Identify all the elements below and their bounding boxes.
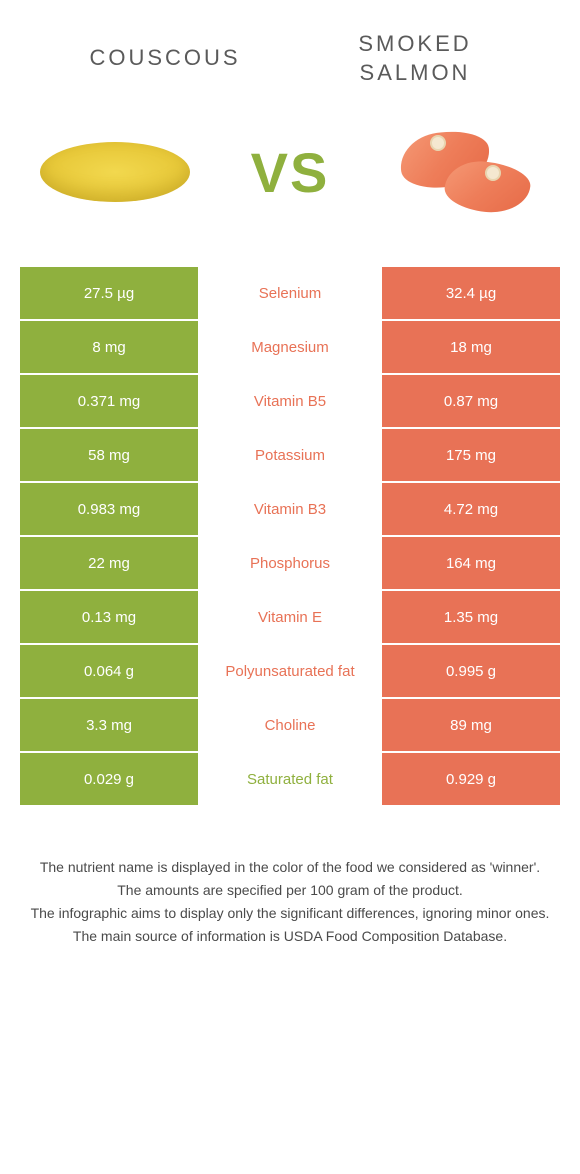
footer-notes: The nutrient name is displayed in the co… <box>0 807 580 989</box>
cell-left-value: 22 mg <box>20 537 200 591</box>
header-right: SMOKED SALMON <box>290 30 540 87</box>
cell-nutrient-name: Vitamin B3 <box>200 483 380 537</box>
cell-right-value: 89 mg <box>380 699 560 753</box>
cell-left-value: 8 mg <box>20 321 200 375</box>
cell-right-value: 0.87 mg <box>380 375 560 429</box>
salmon-icon <box>390 127 540 217</box>
cell-right-value: 0.995 g <box>380 645 560 699</box>
table-row: 22 mgPhosphorus164 mg <box>20 537 560 591</box>
cell-right-value: 18 mg <box>380 321 560 375</box>
table-row: 8 mgMagnesium18 mg <box>20 321 560 375</box>
cell-right-value: 4.72 mg <box>380 483 560 537</box>
cell-left-value: 0.371 mg <box>20 375 200 429</box>
cell-nutrient-name: Vitamin E <box>200 591 380 645</box>
table-row: 58 mgPotassium175 mg <box>20 429 560 483</box>
food-image-right <box>380 117 550 227</box>
cell-right-value: 1.35 mg <box>380 591 560 645</box>
cell-left-value: 58 mg <box>20 429 200 483</box>
footer-line: The infographic aims to display only the… <box>30 903 550 924</box>
table-row: 0.064 gPolyunsaturated fat0.995 g <box>20 645 560 699</box>
vs-label: VS <box>251 140 330 205</box>
table-row: 0.983 mgVitamin B34.72 mg <box>20 483 560 537</box>
cell-nutrient-name: Selenium <box>200 267 380 321</box>
cell-nutrient-name: Magnesium <box>200 321 380 375</box>
footer-line: The main source of information is USDA F… <box>30 926 550 947</box>
header-left: COUSCOUS <box>40 44 290 73</box>
cell-left-value: 0.029 g <box>20 753 200 807</box>
cell-nutrient-name: Phosphorus <box>200 537 380 591</box>
food-label-left: COUSCOUS <box>40 44 290 73</box>
cell-nutrient-name: Polyunsaturated fat <box>200 645 380 699</box>
cell-right-value: 0.929 g <box>380 753 560 807</box>
cell-left-value: 0.13 mg <box>20 591 200 645</box>
table-row: 0.371 mgVitamin B50.87 mg <box>20 375 560 429</box>
table-row: 0.029 gSaturated fat0.929 g <box>20 753 560 807</box>
footer-line: The amounts are specified per 100 gram o… <box>30 880 550 901</box>
cell-nutrient-name: Choline <box>200 699 380 753</box>
cell-left-value: 0.983 mg <box>20 483 200 537</box>
cell-nutrient-name: Potassium <box>200 429 380 483</box>
cell-left-value: 0.064 g <box>20 645 200 699</box>
table-row: 3.3 mgCholine89 mg <box>20 699 560 753</box>
cell-right-value: 164 mg <box>380 537 560 591</box>
cell-left-value: 27.5 µg <box>20 267 200 321</box>
food-image-left <box>30 117 200 227</box>
cell-left-value: 3.3 mg <box>20 699 200 753</box>
cell-nutrient-name: Saturated fat <box>200 753 380 807</box>
infographic-container: COUSCOUS SMOKED SALMON VS 27.5 µgSeleniu… <box>0 0 580 989</box>
cell-nutrient-name: Vitamin B5 <box>200 375 380 429</box>
header-row: COUSCOUS SMOKED SALMON <box>0 0 580 107</box>
vs-row: VS <box>0 107 580 267</box>
food-label-right-line2: SALMON <box>290 59 540 88</box>
cell-right-value: 32.4 µg <box>380 267 560 321</box>
food-label-right-line1: SMOKED <box>290 30 540 59</box>
table-row: 27.5 µgSelenium32.4 µg <box>20 267 560 321</box>
cell-right-value: 175 mg <box>380 429 560 483</box>
footer-line: The nutrient name is displayed in the co… <box>30 857 550 878</box>
table-row: 0.13 mgVitamin E1.35 mg <box>20 591 560 645</box>
couscous-icon <box>40 142 190 202</box>
nutrient-table: 27.5 µgSelenium32.4 µg8 mgMagnesium18 mg… <box>20 267 560 807</box>
